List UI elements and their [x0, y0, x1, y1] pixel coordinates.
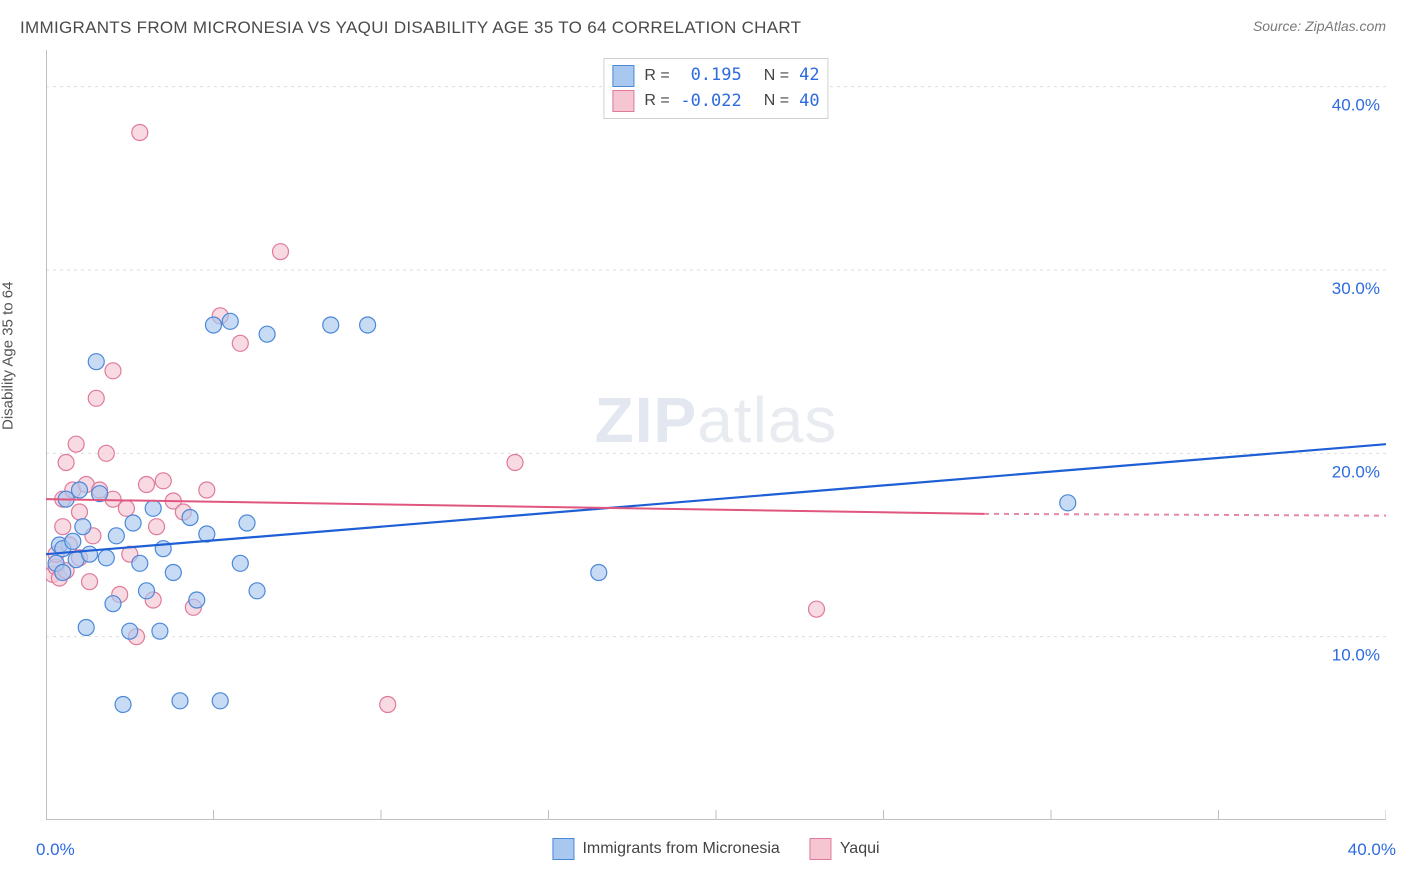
- x-axis-left-label: 0.0%: [36, 840, 75, 860]
- svg-text:20.0%: 20.0%: [1332, 462, 1380, 481]
- chart-area: 10.0%20.0%30.0%40.0% ZIPatlas R = 0.195 …: [46, 50, 1386, 820]
- series-legend: Immigrants from Micronesia Yaqui: [552, 838, 879, 860]
- source-attribution: Source: ZipAtlas.com: [1253, 18, 1386, 34]
- n-value-series2: 40: [799, 89, 819, 115]
- svg-text:40.0%: 40.0%: [1332, 96, 1380, 115]
- n-label: N =: [764, 64, 789, 88]
- n-label: N =: [764, 89, 789, 113]
- source-value: ZipAtlas.com: [1305, 18, 1386, 34]
- n-value-series1: 42: [799, 63, 819, 89]
- x-axis-right-label: 40.0%: [1348, 840, 1396, 860]
- r-value-series1: 0.195: [680, 63, 742, 89]
- correlation-legend: R = 0.195 N = 42 R = -0.022 N = 40: [603, 58, 828, 119]
- swatch-series2-icon: [810, 838, 832, 860]
- y-axis-label: Disability Age 35 to 64: [0, 282, 17, 430]
- r-label: R =: [644, 64, 669, 88]
- legend-label-series1: Immigrants from Micronesia: [582, 840, 779, 858]
- source-label: Source:: [1253, 18, 1301, 34]
- scatter-chart-svg: 10.0% 20.0% 30.0% 40.0%: [46, 50, 1386, 820]
- title-bar: IMMIGRANTS FROM MICRONESIA VS YAQUI DISA…: [20, 18, 1386, 42]
- legend-item-series1: Immigrants from Micronesia: [552, 838, 779, 860]
- chart-title: IMMIGRANTS FROM MICRONESIA VS YAQUI DISA…: [20, 18, 801, 37]
- legend-row-series1: R = 0.195 N = 42: [612, 63, 819, 89]
- swatch-series2: [612, 90, 634, 112]
- legend-item-series2: Yaqui: [810, 838, 880, 860]
- svg-text:30.0%: 30.0%: [1332, 279, 1380, 298]
- legend-row-series2: R = -0.022 N = 40: [612, 89, 819, 115]
- legend-label-series2: Yaqui: [840, 840, 880, 858]
- r-value-series2: -0.022: [680, 89, 742, 115]
- svg-text:10.0%: 10.0%: [1332, 646, 1380, 665]
- swatch-series1-icon: [552, 838, 574, 860]
- swatch-series1: [612, 65, 634, 87]
- r-label: R =: [644, 89, 669, 113]
